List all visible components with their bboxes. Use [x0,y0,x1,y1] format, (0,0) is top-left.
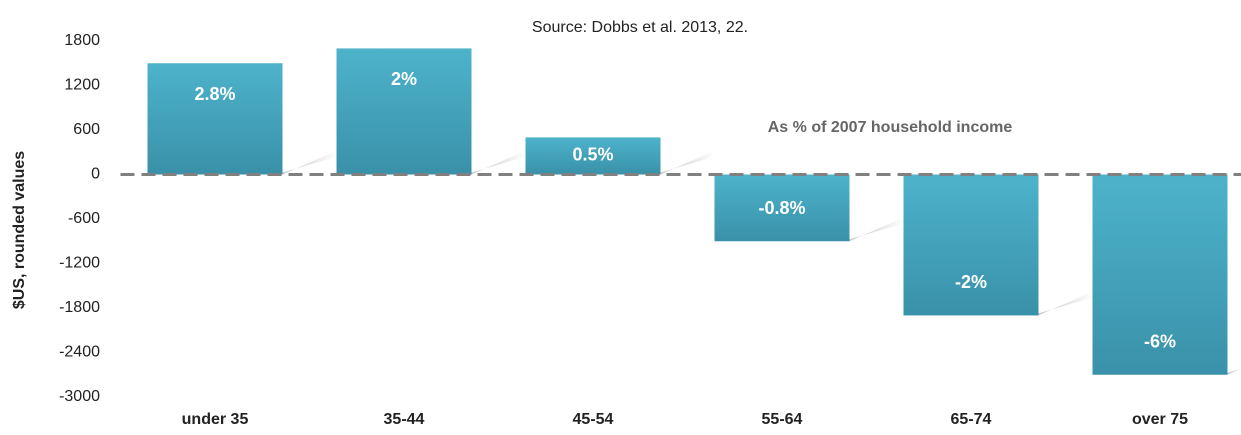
bar-label: -2% [955,272,987,292]
x-tick-label: 45-54 [573,411,614,428]
bar-shadow [282,152,338,175]
bar-label: 0.5% [572,145,613,165]
y-tick-label: 1800 [64,32,100,49]
annotation: As % of 2007 household income [768,119,1013,136]
y-tick-label: 1200 [64,77,100,94]
bar [1092,174,1228,375]
y-axis-label: $US, rounded values [11,151,28,309]
x-tick-label: under 35 [182,411,249,428]
y-tick-label: -2400 [59,344,100,361]
y-tick-label: -3000 [59,388,100,405]
bar-shadow [471,152,527,175]
bar-label: -6% [1144,332,1176,352]
bar-shadow [660,152,716,175]
bar [714,174,850,242]
bar-shadow [1227,368,1241,375]
bar-label: -0.8% [758,198,805,218]
x-tick-label: 35-44 [384,411,425,428]
y-tick-label: 600 [73,121,100,138]
y-tick-label: 0 [91,166,100,183]
y-tick-label: -600 [68,210,100,227]
bar [525,137,661,175]
bar [147,63,283,175]
bar-label: 2% [391,69,417,89]
chart-subtitle: Source: Dobbs et al. 2013, 22. [532,19,748,36]
bar-shadow [1038,293,1094,316]
bar [336,48,472,175]
x-tick-label: 65-74 [951,411,992,428]
bar [903,174,1039,316]
y-tick-label: -1200 [59,255,100,272]
y-tick-label: -1800 [59,299,100,316]
x-tick-label: over 75 [1132,411,1188,428]
x-tick-label: 55-64 [762,411,803,428]
bar-label: 2.8% [194,84,235,104]
bar-shadow [849,219,905,242]
